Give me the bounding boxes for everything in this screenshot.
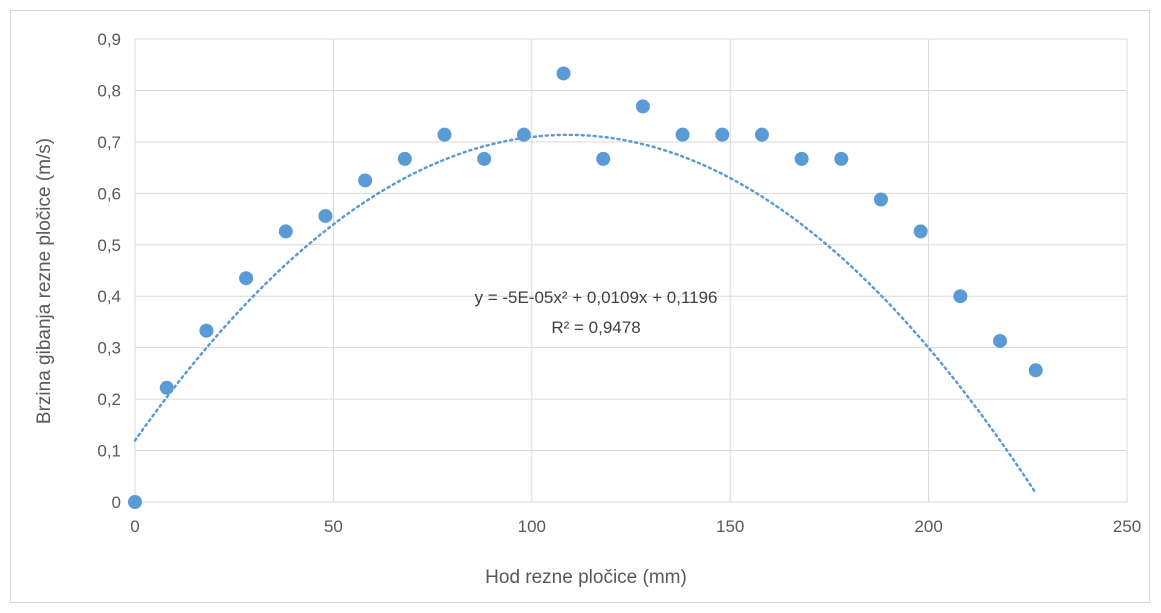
x-tick-label: 150 xyxy=(716,517,744,536)
data-point xyxy=(397,151,412,166)
tick-labels: 0 0,1 0,2 0,3 0,4 0,5 0,6 0,7 0,8 0,9 0 50 100 150 200… xyxy=(97,30,1141,536)
data-point xyxy=(873,192,888,207)
data-point xyxy=(556,66,571,81)
y-tick-label: 0,9 xyxy=(97,30,121,49)
y-tick-label: 0,1 xyxy=(97,442,121,461)
y-tick-label: 0,6 xyxy=(97,184,121,203)
data-point xyxy=(318,208,333,223)
x-tick-label: 200 xyxy=(914,517,942,536)
y-tick-label: 0,3 xyxy=(97,339,121,358)
data-point xyxy=(1028,363,1043,378)
grid-lines xyxy=(134,38,1128,503)
data-point xyxy=(993,333,1008,348)
data-point xyxy=(477,151,492,166)
data-point xyxy=(596,151,611,166)
y-tick-label: 0,7 xyxy=(97,133,121,152)
data-point xyxy=(754,127,769,142)
x-tick-label: 50 xyxy=(324,517,343,536)
data-point xyxy=(199,323,214,338)
data-point xyxy=(953,289,968,304)
data-point xyxy=(437,127,452,142)
trendline-r-squared: R² = 0,9478 xyxy=(551,318,640,337)
trendline xyxy=(133,133,1037,495)
scatter-chart: 0 0,1 0,2 0,3 0,4 0,5 0,6 0,7 0,8 0,9 0 50 100 150 200… xyxy=(34,30,1141,588)
y-tick-label: 0,2 xyxy=(97,390,121,409)
x-tick-label: 250 xyxy=(1113,517,1141,536)
data-point xyxy=(516,127,531,142)
data-point xyxy=(239,271,254,286)
trendline-equation: y = -5E-05x² + 0,0109x + 0,1196 xyxy=(474,288,717,307)
y-tick-label: 0 xyxy=(112,493,121,512)
data-point xyxy=(635,99,650,114)
y-tick-label: 0,4 xyxy=(97,287,121,306)
y-tick-label: 0,5 xyxy=(97,236,121,255)
x-tick-label: 0 xyxy=(130,517,139,536)
data-point xyxy=(913,224,928,239)
data-points xyxy=(128,66,1043,509)
y-tick-label: 0,8 xyxy=(97,81,121,100)
y-axis-title: Brzina gibanja rezne pločice (m/s) xyxy=(34,138,55,424)
data-point xyxy=(834,151,849,166)
data-point xyxy=(675,127,690,142)
data-point xyxy=(358,173,373,188)
x-axis-title: Hod rezne pločice (mm) xyxy=(485,567,687,588)
data-point xyxy=(128,495,142,509)
data-point xyxy=(715,127,730,142)
x-tick-label: 100 xyxy=(518,517,546,536)
chart-frame: 0 0,1 0,2 0,3 0,4 0,5 0,6 0,7 0,8 0,9 0 50 100 150 200… xyxy=(10,10,1150,603)
data-point xyxy=(794,151,809,166)
data-point xyxy=(159,380,174,395)
data-point xyxy=(278,224,293,239)
